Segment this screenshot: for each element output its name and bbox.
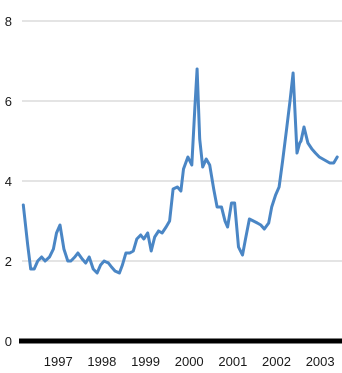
series-line-0	[21, 67, 339, 275]
x-tick-label-1997: 1997	[44, 354, 73, 369]
x-tick-label-2000: 2000	[175, 354, 204, 369]
x-tick-label-1999: 1999	[131, 354, 160, 369]
y-tick-label-8: 8	[5, 14, 12, 29]
series-group	[21, 67, 339, 275]
x-tick-label-1998: 1998	[87, 354, 116, 369]
x-tick-label-2001: 2001	[218, 354, 247, 369]
y-tick-label-4: 4	[5, 174, 12, 189]
y-gridlines	[22, 20, 342, 262]
x-tick-labels: 1997 1998 1999 2000 2001 2002 2003	[44, 354, 335, 369]
y-tick-label-2: 2	[5, 254, 12, 269]
x-tick-label-2003: 2003	[306, 354, 335, 369]
x-tick-label-2002: 2002	[262, 354, 291, 369]
y-tick-labels: 0 2 4 6 8	[5, 14, 12, 349]
y-tick-label-6: 6	[5, 94, 12, 109]
y-tick-label-0: 0	[5, 334, 12, 349]
